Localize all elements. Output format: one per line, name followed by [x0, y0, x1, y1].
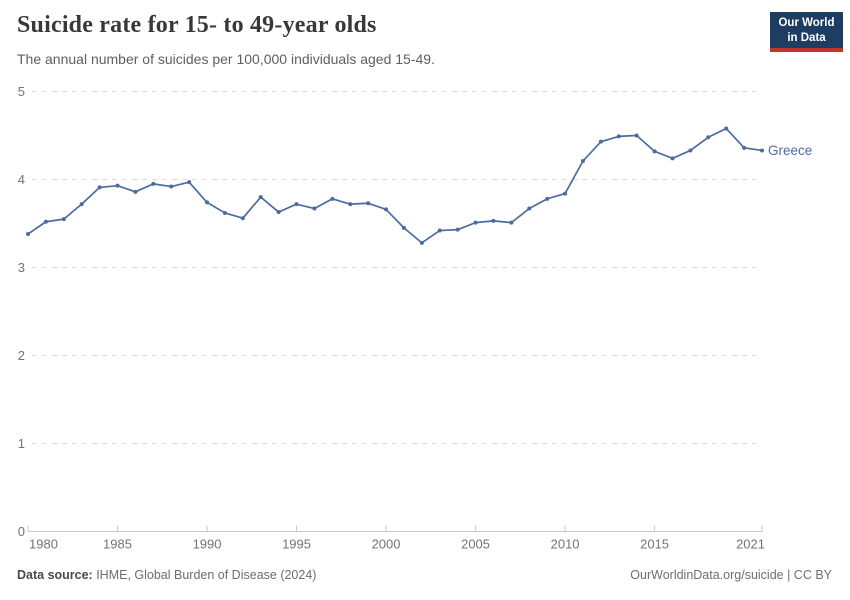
data-point [563, 191, 568, 196]
data-point [366, 201, 371, 206]
owid-logo-line1: Our World [778, 17, 835, 29]
page-title: Suicide rate for 15- to 49-year olds [17, 12, 377, 38]
data-point [348, 202, 353, 207]
data-point [97, 185, 102, 190]
x-axis-tick-label: 2010 [551, 537, 580, 552]
credit-link[interactable]: OurWorldinData.org/suicide | CC BY [630, 568, 832, 582]
data-point [276, 210, 281, 215]
data-source-label: Data source: [17, 568, 93, 582]
data-point [760, 148, 764, 153]
data-point [169, 184, 174, 189]
data-source-text: IHME, Global Burden of Disease (2024) [92, 568, 317, 582]
x-axis-tick-label: 1985 [103, 537, 132, 552]
owid-logo-redbar [770, 48, 843, 52]
data-line-greece [27, 127, 763, 244]
data-point [491, 218, 496, 223]
data-point [437, 228, 442, 233]
y-axis-tick-label: 5 [18, 85, 25, 99]
data-point [384, 207, 389, 212]
data-source: Data source: IHME, Global Burden of Dise… [17, 568, 316, 582]
data-point [312, 206, 317, 211]
data-point [187, 180, 192, 185]
data-point [240, 216, 245, 221]
data-point [509, 220, 514, 225]
data-point [133, 189, 138, 194]
data-point [527, 206, 532, 211]
data-point [222, 210, 227, 215]
x-axis-tick-label: 1990 [193, 537, 222, 552]
data-point [43, 219, 48, 224]
x-axis-tick-label: 2015 [640, 537, 669, 552]
data-point [598, 139, 603, 144]
x-axis-tick-label: 1980 [29, 537, 58, 552]
y-axis-tick-label: 2 [18, 348, 25, 363]
data-point [545, 196, 550, 201]
y-axis-tick-label: 4 [18, 172, 25, 187]
chart-subtitle: The annual number of suicides per 100,00… [17, 51, 435, 67]
data-point [258, 195, 263, 200]
data-point [742, 145, 747, 150]
y-axis-tick-label: 1 [18, 436, 25, 451]
data-point [634, 133, 639, 138]
data-point [724, 126, 729, 131]
data-point [688, 148, 693, 153]
y-axis-tick-label: 0 [18, 524, 25, 539]
data-point [330, 196, 335, 201]
series-label-greece: Greece [768, 143, 812, 158]
data-point [616, 134, 621, 139]
data-point [580, 159, 585, 164]
x-axis-tick-label: 2021 [736, 537, 765, 552]
line-chart[interactable]: 0 1 2 3 4 5 1980 1985 1990 1995 2000 2005 2010 2015 20… [0, 85, 850, 555]
data-point [473, 220, 478, 225]
owid-logo[interactable]: Our World in Data [770, 12, 843, 52]
data-point [26, 232, 30, 237]
data-point [401, 225, 406, 230]
data-point [706, 135, 711, 140]
x-axis-tick-label: 2000 [372, 537, 401, 552]
data-point [419, 240, 424, 245]
chart-footer: Data source: IHME, Global Burden of Dise… [17, 568, 832, 582]
data-point [294, 202, 299, 207]
data-point [205, 200, 210, 205]
y-axis-tick-label: 3 [18, 260, 25, 275]
data-point [151, 181, 156, 186]
data-point [61, 217, 66, 222]
data-point [455, 227, 460, 232]
x-axis-tick-label: 1995 [282, 537, 311, 552]
data-point [670, 156, 675, 161]
x-axis-tick-label: 2005 [461, 537, 490, 552]
owid-logo-line2: in Data [787, 32, 826, 44]
data-point [79, 202, 84, 207]
data-point [652, 149, 657, 154]
data-point [115, 183, 120, 188]
